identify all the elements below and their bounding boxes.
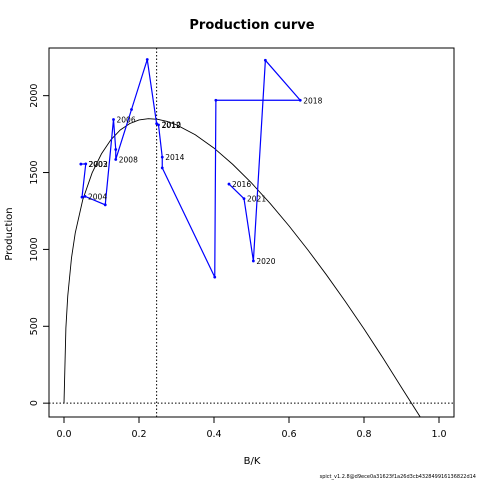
trajectory-point [114,148,118,151]
version-footer: spict_v1.2.8@d9ece0a31623f1a26d3cb432849… [320,474,476,480]
x-tick-label: 0.2 [131,429,146,440]
year-label: 2003 [88,160,107,169]
axes: 0.0 0.2 0.4 0.6 0.8 1.0 0 500 1000 1500 2000 [29,84,447,440]
year-label: 2020 [256,257,275,266]
year-label: 2006 [117,115,136,124]
year-label: 2012 [162,121,181,130]
trajectory-point [80,195,84,199]
trajectory-point [214,98,218,102]
year-labels: 2002 2004 2006 2008 2012 2014 2018 2020 2021 2016… [88,96,323,266]
series-layer [79,58,302,279]
plot-area [48,47,455,418]
trajectory-point [114,158,118,161]
y-tick-label: 1500 [29,160,40,184]
trajectory-point [298,98,302,102]
y-tick-label: 0 [29,400,40,406]
year-label: 2008 [119,155,138,164]
x-tick-label: 0.0 [56,429,71,440]
trajectory-point [157,123,160,127]
trajectory-point [160,166,164,170]
trajectory-point [84,162,88,166]
year-label: 2016 [232,180,251,189]
year-label: 2002 [89,160,108,169]
year-label: 2010 [162,121,181,130]
x-tick-label: 0.4 [206,429,221,440]
production-curve-layer [63,118,439,418]
trajectory-line [80,58,302,278]
x-tick-label: 1.0 [431,429,446,440]
year-label: 2018 [303,96,322,105]
trajectory-point [251,259,255,263]
trajectory-point [227,182,231,186]
x-axis-label: B/K [244,456,261,467]
reference-lines [49,48,454,417]
year-label: 2021 [247,195,266,204]
x-tick-label: 0.6 [281,429,296,440]
y-tick-label: 500 [29,317,40,335]
y-tick-label: 1000 [29,237,40,261]
trajectory-point [263,58,267,62]
y-axis-label: Production [4,207,15,260]
year-label: 2004 [88,192,107,201]
y-tick-label: 2000 [29,84,40,108]
chart-title: Production curve [189,18,314,33]
trajectory-point [79,162,83,166]
trajectory-point [83,194,87,198]
trajectory-point [103,203,107,207]
production-curve-line [63,118,439,418]
trajectory-point [130,108,133,111]
trajectory-point [145,58,149,61]
x-tick-label: 0.8 [356,429,371,440]
trajectory-point [160,155,164,159]
trajectory-point [242,197,246,201]
year-label: 2014 [165,153,184,162]
trajectory-point [112,118,115,121]
trajectory-point [213,275,217,279]
